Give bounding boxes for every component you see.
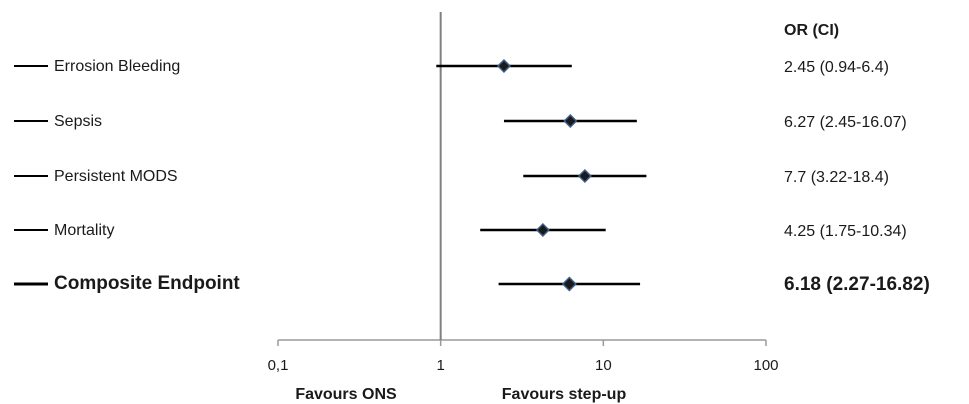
x-tick-label: 100: [753, 357, 778, 374]
point-estimate-marker: [496, 58, 512, 74]
row-label: Mortality: [54, 222, 114, 239]
point-estimate-marker: [577, 168, 592, 184]
forest-row: Sepsis 6.27 (2.45-16.07): [14, 113, 907, 131]
or-ci-value: 6.18 (2.27-16.82): [784, 274, 930, 295]
row-label: Errosion Bleeding: [54, 58, 180, 75]
point-estimate-marker: [563, 113, 578, 129]
forest-row: Composite Endpoint 6.18 (2.27-16.82): [14, 273, 930, 295]
forest-row: Mortality 4.25 (1.75-10.34): [14, 222, 907, 240]
point-estimate-marker: [535, 222, 550, 238]
favours-left-label: Favours ONS: [295, 386, 397, 403]
x-tick-label: 1: [436, 357, 444, 374]
point-estimate-marker: [561, 276, 577, 292]
forest-row: Errosion Bleeding 2.45 (0.94-6.4): [14, 58, 889, 76]
or-ci-value: 6.27 (2.45-16.07): [784, 114, 907, 131]
or-ci-value: 2.45 (0.94-6.4): [784, 59, 889, 76]
row-label: Sepsis: [54, 113, 102, 130]
x-tick-label: 0,1: [268, 357, 289, 374]
or-ci-value: 4.25 (1.75-10.34): [784, 223, 907, 240]
x-tick-label: 10: [595, 357, 612, 374]
row-label: Composite Endpoint: [54, 273, 240, 294]
or-ci-header: OR (CI): [784, 22, 839, 39]
or-ci-value: 7.7 (3.22-18.4): [784, 169, 889, 186]
row-label: Persistent MODS: [54, 168, 178, 185]
favours-right-label: Favours step-up: [502, 386, 627, 403]
forest-row: Persistent MODS 7.7 (3.22-18.4): [14, 168, 889, 186]
